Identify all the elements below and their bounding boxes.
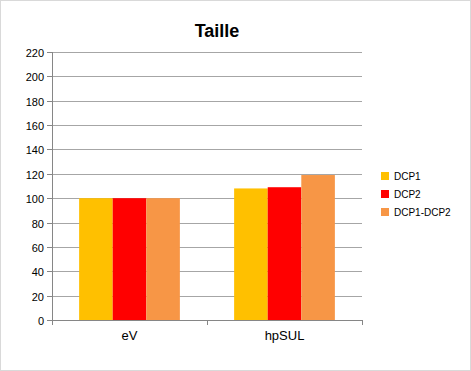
tick-label: 160 bbox=[26, 120, 44, 132]
bar bbox=[113, 198, 147, 320]
tick bbox=[47, 149, 52, 150]
tick bbox=[47, 271, 52, 272]
bar bbox=[301, 175, 335, 320]
tick-label: 200 bbox=[26, 71, 44, 83]
grid-line bbox=[52, 149, 362, 150]
tick bbox=[47, 101, 52, 102]
bar bbox=[146, 198, 180, 320]
tick bbox=[47, 296, 52, 297]
x-tick bbox=[52, 320, 53, 325]
tick-label: 100 bbox=[26, 193, 44, 205]
legend-label: DCP1-DCP2 bbox=[394, 207, 451, 218]
tick bbox=[47, 320, 52, 321]
tick bbox=[47, 125, 52, 126]
tick-label: 120 bbox=[26, 169, 44, 181]
chart: Taille 0 20 40 60 80 100 120 140 160 180 200 220 eV hp… bbox=[0, 0, 471, 371]
legend-label: DCP2 bbox=[394, 189, 421, 200]
legend-swatch bbox=[381, 208, 389, 216]
tick bbox=[47, 52, 52, 53]
tick bbox=[47, 198, 52, 199]
x-tick bbox=[362, 320, 363, 325]
x-tick bbox=[207, 320, 208, 325]
bar bbox=[79, 198, 113, 320]
title: Taille bbox=[195, 21, 240, 41]
grid-line bbox=[52, 52, 362, 53]
category-label: eV bbox=[122, 328, 138, 343]
bar bbox=[268, 187, 302, 320]
tick-label: 80 bbox=[32, 218, 44, 230]
bar bbox=[234, 188, 268, 320]
tick-label: 0 bbox=[38, 315, 44, 327]
tick-label: 140 bbox=[26, 144, 44, 156]
tick-label: 220 bbox=[26, 47, 44, 59]
tick-label: 60 bbox=[32, 242, 44, 254]
chart-root: Taille 0 20 40 60 80 100 120 140 160 180 200 220 eV hp… bbox=[0, 0, 471, 371]
chart-frame bbox=[1, 1, 471, 371]
grid-line bbox=[52, 174, 362, 175]
tick-label: 180 bbox=[26, 96, 44, 108]
y-axis bbox=[52, 52, 53, 320]
grid-line bbox=[52, 101, 362, 102]
grid-line bbox=[52, 125, 362, 126]
tick bbox=[47, 247, 52, 248]
legend-label: DCP1 bbox=[394, 171, 421, 182]
tick-label: 20 bbox=[32, 291, 44, 303]
grid-line bbox=[52, 76, 362, 77]
tick bbox=[47, 76, 52, 77]
category-label: hpSUL bbox=[265, 328, 305, 343]
tick-label: 40 bbox=[32, 266, 44, 278]
legend-swatch bbox=[381, 190, 389, 198]
tick bbox=[47, 223, 52, 224]
legend-swatch bbox=[381, 172, 389, 180]
bars bbox=[79, 175, 335, 320]
tick bbox=[47, 174, 52, 175]
